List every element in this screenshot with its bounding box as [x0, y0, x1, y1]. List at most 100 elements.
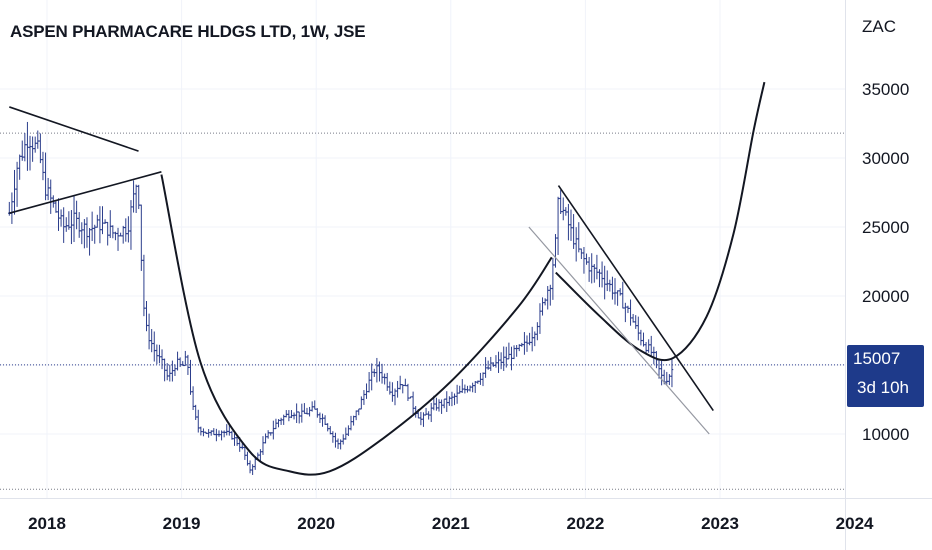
x-tick-label-0: 2018: [28, 514, 66, 533]
candle-38: [106, 221, 109, 246]
candle-231: [605, 270, 609, 292]
upper-trendline-2017[interactable]: [9, 106, 139, 152]
candle-249: [652, 346, 656, 365]
last-price-badge: 15007 3d 10h: [847, 345, 924, 407]
candle-94: [251, 464, 254, 475]
candle-155: [409, 396, 412, 399]
candle-203: [533, 331, 537, 347]
candle-31: [88, 227, 91, 256]
candle-162: [427, 411, 430, 420]
candle-18: [54, 201, 58, 213]
candle-70: [189, 359, 192, 395]
candle-28: [80, 222, 84, 245]
candle-230: [603, 265, 606, 300]
candle-211: [554, 234, 557, 268]
candle-92: [246, 451, 249, 466]
y-tick-label-0: 10000: [862, 425, 909, 444]
x-tick-label-4: 2022: [566, 514, 604, 533]
candle-87: [233, 433, 236, 446]
candle-91: [243, 446, 247, 460]
handle-curve[interactable]: [555, 81, 766, 362]
candle-5: [20, 140, 24, 161]
candle-168: [442, 398, 446, 409]
channel-lower-line[interactable]: [528, 226, 710, 435]
candle-243: [637, 316, 640, 341]
candle-20: [59, 209, 63, 227]
candle-41: [114, 231, 117, 241]
candle-74: [199, 426, 203, 436]
bar-countdown: 3d 10h: [857, 378, 909, 397]
candle-139: [367, 372, 371, 393]
candle-12: [39, 133, 42, 164]
candle-11: [36, 130, 40, 149]
candle-146: [385, 372, 389, 391]
candle-98: [261, 436, 265, 455]
candle-65: [176, 351, 179, 371]
drawings: [9, 81, 766, 476]
candle-142: [375, 357, 379, 383]
candle-165: [435, 397, 438, 411]
candle-143: [378, 361, 381, 382]
cup-curve[interactable]: [160, 174, 553, 476]
candle-55: [150, 329, 153, 353]
candle-26: [75, 200, 78, 230]
candle-115: [305, 407, 309, 415]
candle-207: [543, 298, 547, 306]
candle-152: [401, 384, 405, 394]
candle-101: [269, 432, 273, 436]
candle-84: [225, 424, 229, 436]
candle-212: [556, 196, 560, 255]
candle-2: [13, 169, 16, 215]
candle-110: [292, 412, 296, 420]
candle-200: [525, 335, 529, 352]
candle-198: [520, 342, 524, 347]
candle-195: [512, 345, 516, 360]
candle-116: [308, 406, 311, 417]
candle-19: [57, 198, 60, 231]
candle-171: [450, 391, 454, 407]
candle-132: [349, 415, 353, 431]
candle-60: [163, 358, 166, 382]
candle-153: [404, 378, 407, 387]
candle-69: [186, 354, 190, 375]
y-tick-label-4: 30000: [862, 149, 909, 168]
x-tick-label-5: 2023: [701, 514, 739, 533]
candle-240: [629, 299, 632, 326]
candle-123: [326, 423, 329, 432]
candle-173: [455, 384, 459, 404]
candle-163: [429, 402, 433, 423]
candle-176: [463, 384, 467, 394]
candle-175: [460, 379, 464, 393]
candle-244: [639, 329, 643, 346]
candle-33: [93, 224, 97, 244]
candle-201: [528, 332, 531, 346]
candle-141: [372, 368, 376, 377]
candle-159: [419, 411, 423, 426]
candle-239: [626, 305, 630, 314]
candle-117: [310, 401, 314, 412]
candle-222: [582, 247, 586, 274]
candle-238: [624, 302, 627, 323]
candle-77: [207, 429, 210, 438]
candle-3: [15, 161, 19, 207]
lower-trendline-2017[interactable]: [9, 171, 162, 214]
candle-108: [287, 410, 291, 422]
channel-upper-line[interactable]: [557, 185, 714, 411]
candle-113: [300, 403, 304, 423]
candle-54: [147, 313, 151, 350]
candle-122: [323, 415, 327, 426]
candle-170: [448, 396, 451, 406]
candle-133: [352, 415, 355, 426]
candle-126: [334, 432, 337, 448]
candle-107: [284, 410, 288, 418]
y-tick-label-5: 35000: [862, 80, 909, 99]
x-tick-label-6: 2024: [836, 514, 874, 533]
candle-194: [510, 346, 513, 371]
candle-160: [422, 412, 425, 427]
candle-144: [380, 363, 384, 384]
candle-130: [344, 427, 348, 440]
candle-196: [515, 345, 518, 357]
candle-13: [41, 151, 45, 181]
